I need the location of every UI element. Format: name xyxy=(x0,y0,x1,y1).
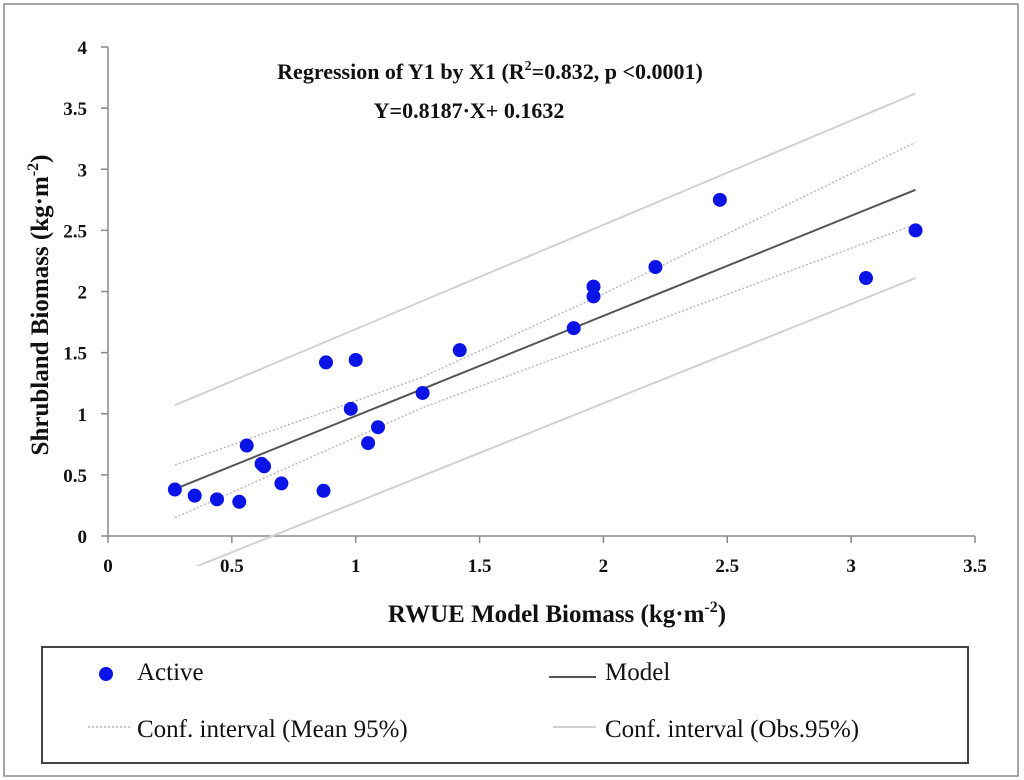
x-tick-label: 3.5 xyxy=(963,556,987,577)
data-point xyxy=(648,260,663,275)
data-point xyxy=(859,271,874,286)
x-axis-title: RWUE Model Biomass (kg·m-2) xyxy=(388,599,726,628)
data-point xyxy=(239,438,254,453)
data-point xyxy=(371,420,386,435)
data-point xyxy=(586,279,601,294)
x-tick-label: 0.5 xyxy=(220,556,244,577)
data-point xyxy=(318,355,333,370)
confidence-bands xyxy=(174,92,916,566)
x-tick-label: 2.5 xyxy=(715,556,739,577)
data-point xyxy=(343,401,358,416)
data-point xyxy=(316,483,331,498)
data-points xyxy=(167,192,923,509)
chart-frame xyxy=(3,3,1019,777)
legend-label-active: Active xyxy=(137,659,204,686)
model-line-group xyxy=(174,188,916,490)
regression-annotation: Regression of Y1 by X1 (R2=0.832, p <0.0… xyxy=(277,59,703,84)
mean-ci-lower xyxy=(174,223,916,519)
legend-label-mean-ci: Conf. interval (Mean 95%) xyxy=(137,716,408,743)
data-point xyxy=(232,494,247,509)
data-point xyxy=(908,223,923,238)
y-tick-label: 3 xyxy=(78,160,88,181)
data-point xyxy=(415,385,430,400)
tick-labels: 0 0.5 1 1.5 2 2.5 3 3.5 0 0.5 1 1.5 2 2.5 3 3.5 4 xyxy=(63,38,987,577)
x-tick-label: 3 xyxy=(846,556,856,577)
obs-ci-upper xyxy=(174,92,916,407)
data-point xyxy=(361,436,376,451)
data-point xyxy=(452,343,467,358)
data-point xyxy=(586,289,601,304)
y-tick-label: 0 xyxy=(78,527,88,548)
y-tick-label: 1 xyxy=(78,405,88,426)
model-line xyxy=(174,188,916,490)
axes xyxy=(101,46,976,543)
y-axis-title: Shrubland Biomass (kg·m-2) xyxy=(25,155,54,456)
data-point xyxy=(187,488,202,503)
y-tick-label: 3.5 xyxy=(63,99,87,120)
mean-ci-upper xyxy=(174,141,916,466)
x-tick-label: 1 xyxy=(351,556,361,577)
data-point xyxy=(566,321,581,336)
data-point xyxy=(257,459,272,474)
legend: Active Model Conf. interval (Mean 95%) C… xyxy=(41,646,969,764)
legend-label-obs-ci: Conf. interval (Obs.95%) xyxy=(605,716,859,743)
legend-label-model: Model xyxy=(605,659,670,686)
legend-marker-active xyxy=(99,667,113,681)
legend-box xyxy=(41,646,969,764)
x-tick-label: 1.5 xyxy=(468,556,492,577)
y-tick-label: 2.5 xyxy=(63,221,87,242)
y-tick-label: 4 xyxy=(78,38,88,59)
x-tick-label: 2 xyxy=(599,556,609,577)
y-tick-label: 0.5 xyxy=(63,466,87,487)
y-tick-label: 2 xyxy=(78,283,88,304)
data-point xyxy=(209,492,224,507)
data-point xyxy=(167,482,182,497)
y-tick-label: 1.5 xyxy=(63,344,87,365)
x-tick-label: 0 xyxy=(103,556,113,577)
data-point xyxy=(712,192,727,207)
data-point xyxy=(348,352,363,367)
regression-equation: Y=0.8187·X+ 0.1632 xyxy=(374,98,565,123)
obs-ci-lower xyxy=(194,277,916,566)
data-point xyxy=(274,476,289,491)
